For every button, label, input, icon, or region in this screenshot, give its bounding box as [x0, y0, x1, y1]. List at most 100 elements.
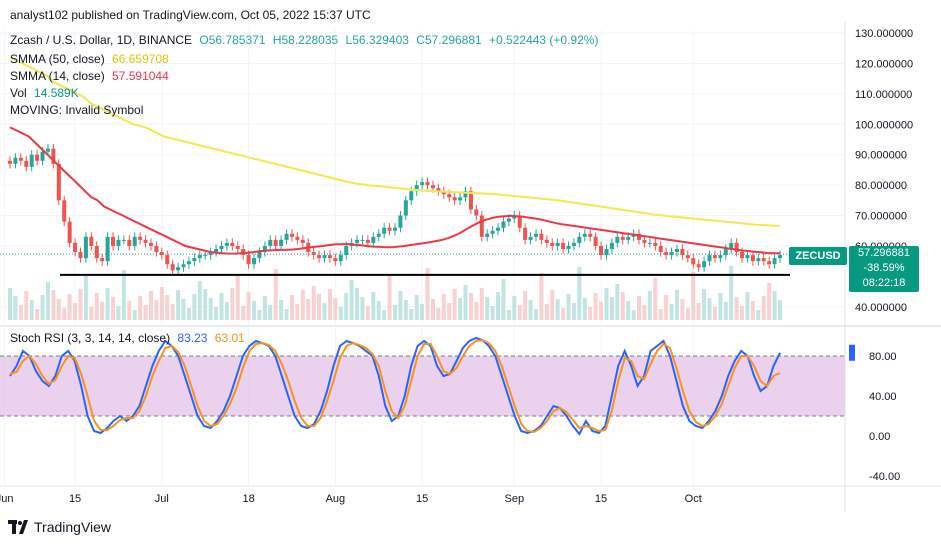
candle-body: [761, 258, 766, 262]
price-tick-label: 80.000000: [855, 180, 907, 192]
candle-body: [333, 258, 338, 262]
candle-body: [436, 188, 441, 192]
volume-bar: [327, 289, 332, 320]
smma14-label: SMMA (14, close): [10, 69, 105, 83]
volume-bar: [685, 308, 690, 320]
candle-body: [425, 182, 430, 186]
volume-bar: [148, 291, 153, 320]
time-tick-label: Sep: [505, 493, 525, 505]
volume-bar: [550, 290, 555, 320]
volume-bar: [458, 298, 463, 320]
candle-body: [561, 242, 566, 249]
candle-body: [311, 252, 316, 256]
candle-body: [718, 255, 723, 259]
volume-bar: [588, 307, 593, 320]
volume-bar: [24, 291, 29, 320]
high-value: H58.228035: [272, 33, 339, 47]
footer-brand[interactable]: TradingView: [8, 519, 111, 535]
volume-bar: [620, 292, 625, 320]
price-tick-label: 110.000000: [855, 89, 912, 101]
volume-bar: [154, 300, 159, 320]
candle-body: [609, 242, 614, 249]
candle-body: [279, 239, 284, 246]
candle-body: [447, 194, 452, 198]
volume-bar: [143, 305, 148, 320]
candle-body: [148, 242, 153, 246]
volume-bar: [56, 299, 61, 320]
candle-body: [56, 163, 61, 201]
candle-body: [224, 242, 229, 246]
volume-bar: [393, 305, 397, 320]
candle-body: [170, 264, 175, 271]
volume-bar: [582, 298, 587, 320]
candle-body: [18, 157, 23, 161]
price-tick-label: 120.000000: [855, 58, 913, 70]
candle-body: [468, 191, 473, 210]
volume-bar: [615, 284, 620, 320]
candle-body: [24, 160, 29, 167]
candle-body: [729, 242, 734, 249]
candle-body: [138, 236, 143, 240]
candle-body: [506, 218, 511, 222]
volume-bar: [67, 294, 72, 320]
volume-bar: [300, 290, 305, 320]
price-tick-label: 130.000000: [855, 28, 913, 40]
volume-bar: [734, 297, 739, 320]
volume-bar: [284, 309, 289, 320]
volume-bar: [197, 281, 202, 320]
last-price-box: 57.296881 -38.59% 08:22:18: [849, 246, 919, 292]
open-value: O56.785371: [199, 33, 266, 47]
volume-bar: [577, 267, 582, 320]
volume-bar: [420, 304, 425, 320]
volume-bar: [403, 300, 408, 320]
brand-name: TradingView: [34, 519, 112, 535]
volume-bar: [398, 291, 403, 320]
stoch-band: [0, 356, 845, 416]
smma50-legend-row: SMMA (50, close) 66.659708: [10, 52, 173, 66]
candle-body: [512, 215, 517, 219]
candle-body: [289, 233, 294, 237]
volume-bar: [208, 298, 213, 320]
candle-body: [371, 236, 376, 243]
candle-body: [257, 252, 262, 259]
volume-bar: [474, 302, 479, 320]
candle-body: [8, 160, 12, 164]
volume-bar: [571, 303, 576, 320]
volume-bar: [78, 289, 83, 320]
volume-bar: [539, 273, 544, 320]
candle-body: [83, 236, 88, 259]
volume-bar: [333, 298, 338, 320]
candle-body: [13, 157, 18, 164]
volume-bar: [599, 302, 604, 320]
candle-body: [604, 249, 609, 256]
candle-body: [40, 151, 45, 161]
time-tick-label: 15: [595, 493, 607, 505]
volume-bar: [29, 300, 34, 320]
volume-bar: [468, 293, 473, 320]
stoch-tick-label: -40.00: [869, 471, 900, 483]
candle-body: [252, 258, 257, 265]
candle-body: [599, 245, 604, 256]
volume-bar: [344, 293, 349, 320]
volume-bar: [664, 295, 669, 320]
stoch-tick-label: 0.00: [869, 431, 890, 443]
volume-bar: [51, 290, 56, 320]
candle-body: [626, 236, 631, 240]
time-tick-label: Jul: [155, 493, 169, 505]
moving-legend-row: MOVING: Invalid Symbol: [10, 103, 147, 117]
volume-bar: [463, 285, 468, 320]
candle-body: [637, 233, 642, 240]
candle-body: [577, 236, 582, 243]
candle-body: [246, 255, 251, 265]
volume-bar: [631, 310, 636, 320]
volume-bar: [566, 294, 571, 320]
candle-body: [409, 191, 414, 201]
vol-value: 14.589K: [34, 86, 79, 100]
candle-body: [745, 255, 750, 259]
volume-bar: [181, 299, 186, 320]
price-tick-label: 70.000000: [855, 211, 907, 223]
volume-bar: [425, 268, 430, 320]
candle-body: [647, 242, 652, 244]
volume-bar: [653, 278, 658, 320]
